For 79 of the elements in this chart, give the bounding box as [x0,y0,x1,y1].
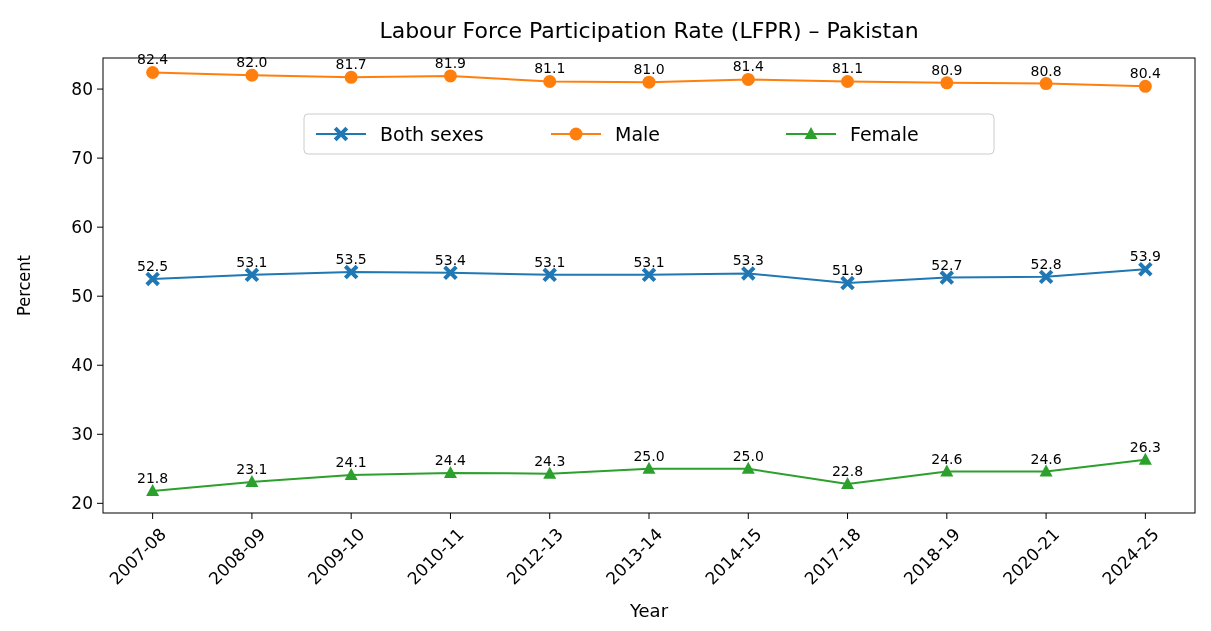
point [940,464,954,477]
point [642,75,656,89]
point [443,69,457,83]
point [642,461,656,474]
data-label: 82.4 [137,51,169,68]
x-axis-title: Year [628,600,669,621]
data-label: 22.8 [831,463,864,479]
point [641,266,657,283]
point [344,70,358,84]
point [839,275,856,291]
data-label: 53.1 [633,253,665,270]
data-label: 80.9 [931,61,963,78]
point [543,466,557,479]
point [1038,269,1054,285]
point [741,72,755,86]
data-label: 81.9 [434,54,467,71]
y-tick-label: 70 [71,148,93,169]
point [146,483,160,496]
data-label: 23.1 [236,460,268,477]
point [1039,464,1053,477]
y-tick-label: 40 [71,355,93,376]
point [1137,261,1154,278]
data-label: 53.1 [534,253,566,270]
y-tick-label: 20 [71,493,93,514]
data-label: 82.0 [236,54,268,71]
y-tick-label: 50 [71,286,93,307]
data-label: 24.3 [534,452,566,469]
data-label: 25.0 [732,447,764,464]
data-label: 52.8 [1030,255,1062,272]
data-label: 26.3 [1129,438,1161,455]
point [146,66,160,79]
point [244,266,260,283]
legend-label: Male [615,122,661,145]
point [344,468,358,481]
data-label: 81.1 [534,60,566,77]
data-label: 51.9 [831,262,864,279]
legend-label: Female [850,122,919,145]
point [1039,77,1053,91]
point [841,74,855,88]
data-label: 53.1 [236,253,268,270]
point [740,265,757,282]
point [245,68,259,82]
point [343,264,359,280]
point [841,477,855,489]
point [541,266,558,283]
data-label: 24.6 [1030,450,1062,467]
y-tick-label: 60 [71,217,93,238]
data-label: 52.5 [137,257,169,274]
y-tick-label: 80 [71,79,93,100]
data-label: 81.1 [831,60,864,77]
point [939,269,955,286]
data-label: 25.0 [633,447,665,464]
point [940,76,954,90]
data-label: 24.4 [434,451,467,468]
data-label: 24.1 [335,454,367,471]
y-axis-title: Percent [13,255,34,316]
data-label: 53.9 [1129,248,1161,265]
point [245,474,259,487]
data-label: 52.7 [931,256,963,273]
data-label: 80.8 [1030,62,1062,79]
point [741,461,755,474]
data-label: 80.4 [1129,65,1162,82]
legend-label: Both sexes [380,122,484,145]
data-label: 53.4 [434,251,467,268]
y-tick-label: 30 [71,424,93,445]
data-label: 81.7 [335,56,367,73]
point [443,465,457,478]
point [1138,452,1152,465]
data-label: 53.3 [732,252,764,269]
data-label: 21.8 [137,469,169,486]
point [543,74,557,88]
data-label: 81.0 [633,61,665,78]
data-label: 53.5 [335,251,367,268]
data-label: 24.6 [931,450,963,467]
chart-title: Labour Force Participation Rate (LFPR) – Pakistan [379,18,919,43]
point [1138,79,1152,93]
data-label: 81.4 [732,58,764,75]
point [442,264,459,281]
point [144,271,161,287]
